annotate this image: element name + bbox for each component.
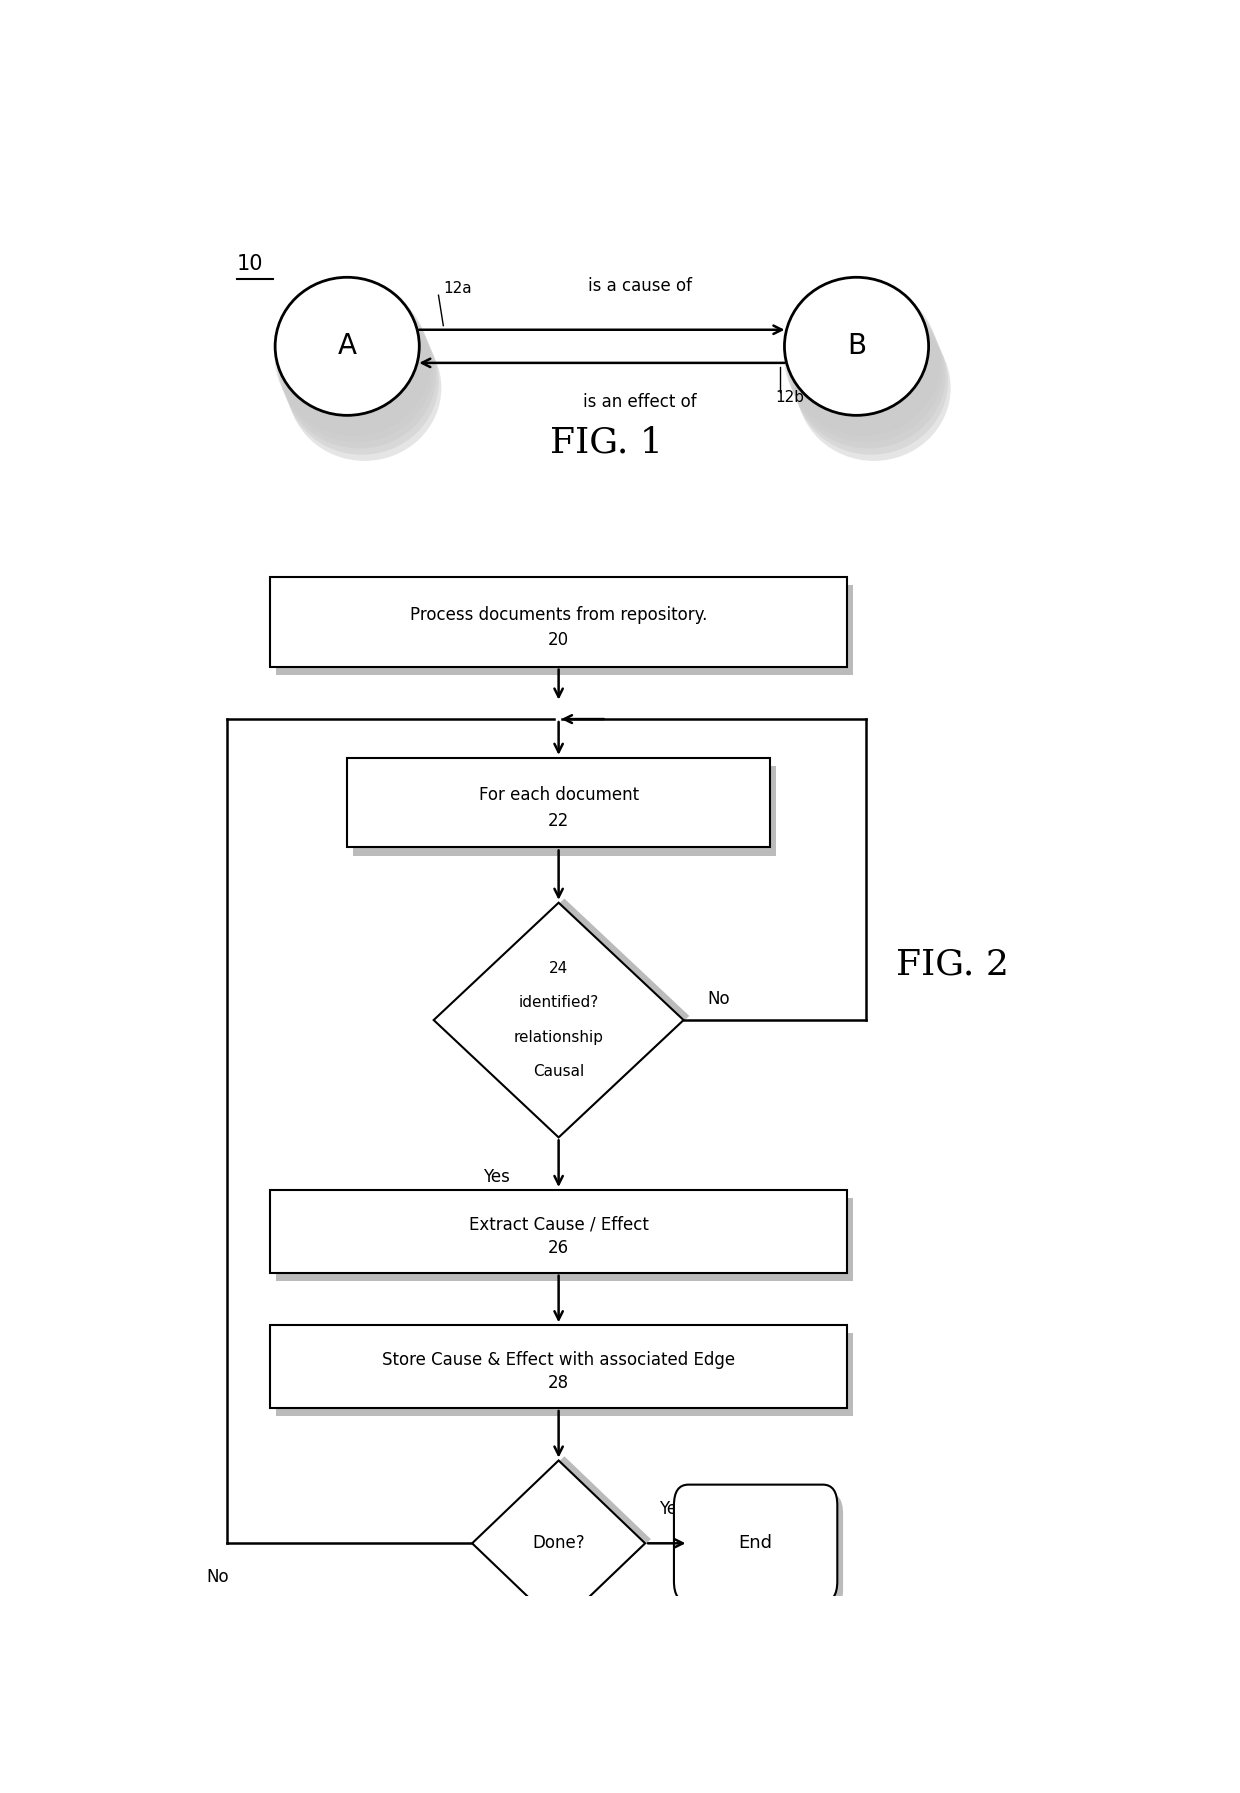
Text: B: B <box>847 332 866 360</box>
Ellipse shape <box>785 278 929 416</box>
FancyBboxPatch shape <box>270 1325 847 1408</box>
Ellipse shape <box>786 290 940 436</box>
Text: 24: 24 <box>549 961 568 975</box>
FancyBboxPatch shape <box>270 1191 847 1273</box>
Ellipse shape <box>278 290 432 436</box>
FancyBboxPatch shape <box>353 766 776 855</box>
Text: FIG. 2: FIG. 2 <box>897 948 1009 983</box>
FancyBboxPatch shape <box>347 758 770 848</box>
Text: Yes: Yes <box>482 1167 510 1185</box>
Text: Process documents from repository.: Process documents from repository. <box>410 606 707 624</box>
Ellipse shape <box>792 303 946 448</box>
Text: 10: 10 <box>237 255 263 274</box>
Text: Yes: Yes <box>660 1501 687 1519</box>
Ellipse shape <box>274 283 428 430</box>
Text: identified?: identified? <box>518 995 599 1009</box>
FancyBboxPatch shape <box>277 1334 853 1416</box>
Text: 20: 20 <box>548 631 569 649</box>
Polygon shape <box>439 898 689 1133</box>
Text: A: A <box>337 332 357 360</box>
Text: is an effect of: is an effect of <box>584 393 697 411</box>
Text: 12b: 12b <box>775 389 804 405</box>
Text: Causal: Causal <box>533 1065 584 1079</box>
Ellipse shape <box>285 308 439 455</box>
Text: 12a: 12a <box>444 282 472 296</box>
Text: No: No <box>708 990 730 1008</box>
Text: 22: 22 <box>548 812 569 830</box>
FancyBboxPatch shape <box>270 577 847 667</box>
Text: is a cause of: is a cause of <box>588 278 692 296</box>
FancyBboxPatch shape <box>277 585 853 674</box>
Polygon shape <box>472 1461 645 1626</box>
Ellipse shape <box>789 296 942 443</box>
Text: 26: 26 <box>548 1239 569 1257</box>
Ellipse shape <box>795 308 949 455</box>
Text: End: End <box>739 1535 773 1553</box>
Ellipse shape <box>283 303 436 448</box>
Ellipse shape <box>797 314 951 461</box>
Text: relationship: relationship <box>513 1029 604 1045</box>
Text: 28: 28 <box>548 1373 569 1391</box>
FancyBboxPatch shape <box>277 1198 853 1280</box>
Ellipse shape <box>784 283 937 430</box>
Polygon shape <box>434 902 683 1137</box>
Polygon shape <box>477 1456 651 1623</box>
Ellipse shape <box>275 278 419 416</box>
Text: FIG. 1: FIG. 1 <box>551 427 663 461</box>
Ellipse shape <box>288 314 441 461</box>
FancyBboxPatch shape <box>680 1494 843 1610</box>
Ellipse shape <box>280 296 434 443</box>
FancyBboxPatch shape <box>675 1485 837 1601</box>
Text: Done?: Done? <box>532 1535 585 1553</box>
Text: No: No <box>206 1569 228 1587</box>
Text: For each document: For each document <box>479 787 639 805</box>
Text: Extract Cause / Effect: Extract Cause / Effect <box>469 1216 649 1234</box>
Text: Store Cause & Effect with associated Edge: Store Cause & Effect with associated Edg… <box>382 1350 735 1370</box>
